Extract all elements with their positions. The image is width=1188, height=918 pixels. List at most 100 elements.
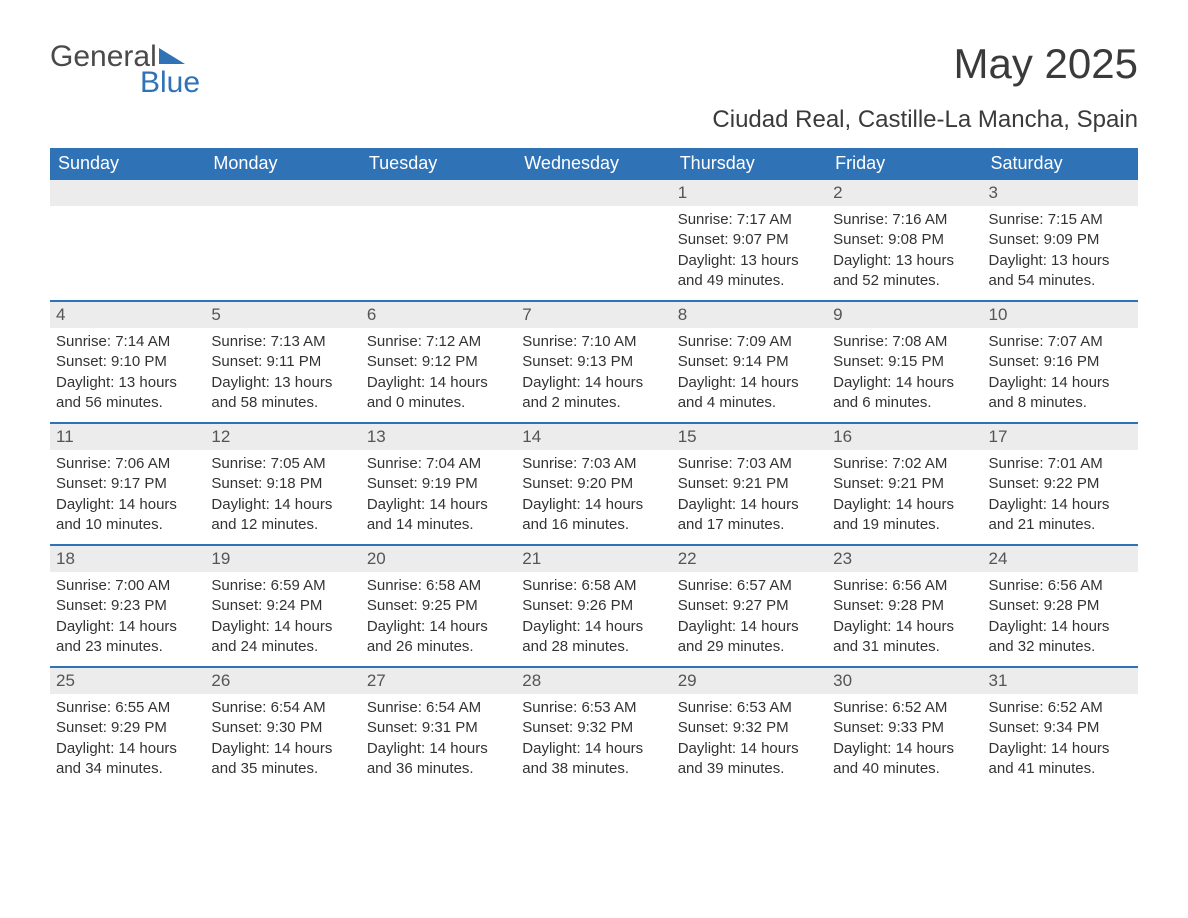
- calendar-grid: Sunday Monday Tuesday Wednesday Thursday…: [50, 148, 1138, 788]
- day-number: [205, 180, 360, 206]
- sunset-text: Sunset: 9:07 PM: [678, 230, 821, 250]
- sunset-text: Sunset: 9:23 PM: [56, 596, 199, 616]
- sunrise-text: Sunrise: 6:53 AM: [678, 698, 821, 718]
- calendar-cell: 26Sunrise: 6:54 AMSunset: 9:30 PMDayligh…: [205, 668, 360, 788]
- week-row: 1Sunrise: 7:17 AMSunset: 9:07 PMDaylight…: [50, 180, 1138, 300]
- dl2-text: and 4 minutes.: [678, 393, 821, 413]
- week-row: 11Sunrise: 7:06 AMSunset: 9:17 PMDayligh…: [50, 422, 1138, 544]
- dl2-text: and 40 minutes.: [833, 759, 976, 779]
- day-number: 16: [827, 424, 982, 450]
- day-number: 21: [516, 546, 671, 572]
- calendar-cell: [516, 180, 671, 300]
- day-number: 12: [205, 424, 360, 450]
- day-number: 4: [50, 302, 205, 328]
- sunset-text: Sunset: 9:25 PM: [367, 596, 510, 616]
- dl1-text: Daylight: 14 hours: [678, 617, 821, 637]
- calendar-cell: 6Sunrise: 7:12 AMSunset: 9:12 PMDaylight…: [361, 302, 516, 422]
- dl1-text: Daylight: 14 hours: [522, 495, 665, 515]
- page-title: May 2025: [954, 40, 1138, 88]
- sunrise-text: Sunrise: 6:58 AM: [522, 576, 665, 596]
- day-number: 26: [205, 668, 360, 694]
- day-number: 25: [50, 668, 205, 694]
- calendar-cell: 10Sunrise: 7:07 AMSunset: 9:16 PMDayligh…: [983, 302, 1138, 422]
- week-row: 4Sunrise: 7:14 AMSunset: 9:10 PMDaylight…: [50, 300, 1138, 422]
- day-number: 24: [983, 546, 1138, 572]
- cell-body: Sunrise: 6:58 AMSunset: 9:26 PMDaylight:…: [516, 572, 671, 663]
- cell-body: Sunrise: 6:59 AMSunset: 9:24 PMDaylight:…: [205, 572, 360, 663]
- dl1-text: Daylight: 14 hours: [211, 739, 354, 759]
- sunset-text: Sunset: 9:21 PM: [678, 474, 821, 494]
- sunrise-text: Sunrise: 7:10 AM: [522, 332, 665, 352]
- sunset-text: Sunset: 9:32 PM: [678, 718, 821, 738]
- day-header: Thursday: [672, 148, 827, 180]
- cell-body: Sunrise: 6:53 AMSunset: 9:32 PMDaylight:…: [516, 694, 671, 785]
- day-number: [361, 180, 516, 206]
- cell-body: Sunrise: 7:08 AMSunset: 9:15 PMDaylight:…: [827, 328, 982, 419]
- sunrise-text: Sunrise: 7:14 AM: [56, 332, 199, 352]
- dl2-text: and 10 minutes.: [56, 515, 199, 535]
- sunrise-text: Sunrise: 7:05 AM: [211, 454, 354, 474]
- day-number: 17: [983, 424, 1138, 450]
- dl1-text: Daylight: 14 hours: [989, 617, 1132, 637]
- dl2-text: and 24 minutes.: [211, 637, 354, 657]
- calendar-cell: 3Sunrise: 7:15 AMSunset: 9:09 PMDaylight…: [983, 180, 1138, 300]
- dl2-text: and 26 minutes.: [367, 637, 510, 657]
- calendar-cell: 21Sunrise: 6:58 AMSunset: 9:26 PMDayligh…: [516, 546, 671, 666]
- dl1-text: Daylight: 14 hours: [56, 495, 199, 515]
- day-number: 7: [516, 302, 671, 328]
- sunset-text: Sunset: 9:27 PM: [678, 596, 821, 616]
- day-number: 9: [827, 302, 982, 328]
- dl2-text: and 36 minutes.: [367, 759, 510, 779]
- cell-body: Sunrise: 7:03 AMSunset: 9:20 PMDaylight:…: [516, 450, 671, 541]
- sunrise-text: Sunrise: 7:15 AM: [989, 210, 1132, 230]
- cell-body: Sunrise: 7:03 AMSunset: 9:21 PMDaylight:…: [672, 450, 827, 541]
- cell-body: Sunrise: 7:15 AMSunset: 9:09 PMDaylight:…: [983, 206, 1138, 297]
- day-header: Friday: [827, 148, 982, 180]
- location-subtitle: Ciudad Real, Castille-La Mancha, Spain: [50, 106, 1138, 134]
- calendar-cell: 4Sunrise: 7:14 AMSunset: 9:10 PMDaylight…: [50, 302, 205, 422]
- day-number: 27: [361, 668, 516, 694]
- day-number: 3: [983, 180, 1138, 206]
- day-number: 6: [361, 302, 516, 328]
- dl1-text: Daylight: 14 hours: [833, 739, 976, 759]
- sunset-text: Sunset: 9:13 PM: [522, 352, 665, 372]
- day-number: 14: [516, 424, 671, 450]
- sunrise-text: Sunrise: 6:54 AM: [367, 698, 510, 718]
- calendar-cell: 12 Sunrise: 7:05 AMSunset: 9:18 PMDayligh…: [205, 424, 360, 544]
- cell-body: Sunrise: 7:14 AMSunset: 9:10 PMDaylight:…: [50, 328, 205, 419]
- sunrise-text: Sunrise: 7:16 AM: [833, 210, 976, 230]
- sunrise-text: Sunrise: 6:55 AM: [56, 698, 199, 718]
- cell-body: Sunrise: 7:12 AMSunset: 9:12 PMDaylight:…: [361, 328, 516, 419]
- cell-body: Sunrise: 7:06 AMSunset: 9:17 PMDaylight:…: [50, 450, 205, 541]
- sunrise-text: Sunrise: 7:12 AM: [367, 332, 510, 352]
- calendar-cell: 2Sunrise: 7:16 AMSunset: 9:08 PMDaylight…: [827, 180, 982, 300]
- sunset-text: Sunset: 9:34 PM: [989, 718, 1132, 738]
- dl2-text: and 12 minutes.: [211, 515, 354, 535]
- calendar-cell: 20Sunrise: 6:58 AMSunset: 9:25 PMDayligh…: [361, 546, 516, 666]
- calendar-cell: 11Sunrise: 7:06 AMSunset: 9:17 PMDayligh…: [50, 424, 205, 544]
- sunset-text: Sunset: 9:18 PM: [211, 474, 354, 494]
- dl1-text: Daylight: 14 hours: [211, 495, 354, 515]
- sunrise-text: Sunrise: 7:07 AM: [989, 332, 1132, 352]
- dl2-text: and 29 minutes.: [678, 637, 821, 657]
- dl1-text: Daylight: 13 hours: [989, 251, 1132, 271]
- cell-body: Sunrise: 6:56 AMSunset: 9:28 PMDaylight:…: [827, 572, 982, 663]
- sunset-text: Sunset: 9:15 PM: [833, 352, 976, 372]
- sunset-text: Sunset: 9:14 PM: [678, 352, 821, 372]
- cell-body: Sunrise: 7:01 AMSunset: 9:22 PMDaylight:…: [983, 450, 1138, 541]
- day-number: 20: [361, 546, 516, 572]
- dl1-text: Daylight: 14 hours: [367, 373, 510, 393]
- sunset-text: Sunset: 9:08 PM: [833, 230, 976, 250]
- sunrise-text: Sunrise: 7:00 AM: [56, 576, 199, 596]
- sunrise-text: Sunrise: 7:02 AM: [833, 454, 976, 474]
- sunrise-text: Sunrise: 6:52 AM: [989, 698, 1132, 718]
- sunrise-text: Sunrise: 6:52 AM: [833, 698, 976, 718]
- cell-body: Sunrise: 6:54 AMSunset: 9:30 PMDaylight:…: [205, 694, 360, 785]
- day-header: Tuesday: [361, 148, 516, 180]
- day-number: 23: [827, 546, 982, 572]
- day-number: 11: [50, 424, 205, 450]
- calendar-cell: 1Sunrise: 7:17 AMSunset: 9:07 PMDaylight…: [672, 180, 827, 300]
- calendar-cell: 23Sunrise: 6:56 AMSunset: 9:28 PMDayligh…: [827, 546, 982, 666]
- dl2-text: and 14 minutes.: [367, 515, 510, 535]
- dl2-text: and 0 minutes.: [367, 393, 510, 413]
